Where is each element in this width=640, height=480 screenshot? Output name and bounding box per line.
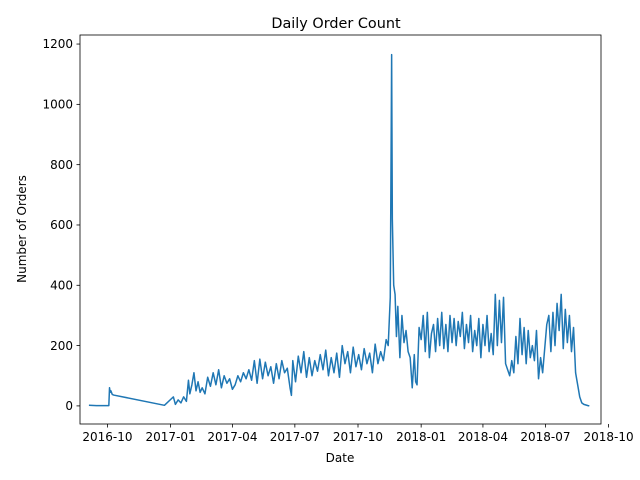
y-tick-label: 1000: [42, 98, 73, 112]
x-tick-label: 2018-04: [458, 430, 508, 444]
x-tick-label: 2017-04: [207, 430, 257, 444]
x-tick-label: 2016-10: [82, 430, 132, 444]
plot-frame: [79, 34, 602, 425]
x-tick-label: 2018-01: [396, 430, 446, 444]
y-tick-label: 600: [50, 218, 73, 232]
y-tick-label: 1200: [42, 37, 73, 51]
x-axis-title: Date: [326, 451, 355, 465]
y-axis-title: Number of Orders: [15, 175, 29, 283]
y-tick-label: 800: [50, 158, 73, 172]
y-tick-label: 200: [50, 339, 73, 353]
order-count-series-line: [88, 53, 590, 407]
x-tick-label: 2017-07: [270, 430, 320, 444]
x-tick-label: 2018-07: [520, 430, 570, 444]
x-tick-label: 2017-01: [146, 430, 196, 444]
y-tick-label: 0: [65, 399, 73, 413]
chart-title: Daily Order Count: [271, 16, 401, 32]
x-tick-label: 2018-10: [583, 430, 633, 444]
x-tick-label: 2017-10: [333, 430, 383, 444]
y-tick-label: 400: [50, 278, 73, 292]
